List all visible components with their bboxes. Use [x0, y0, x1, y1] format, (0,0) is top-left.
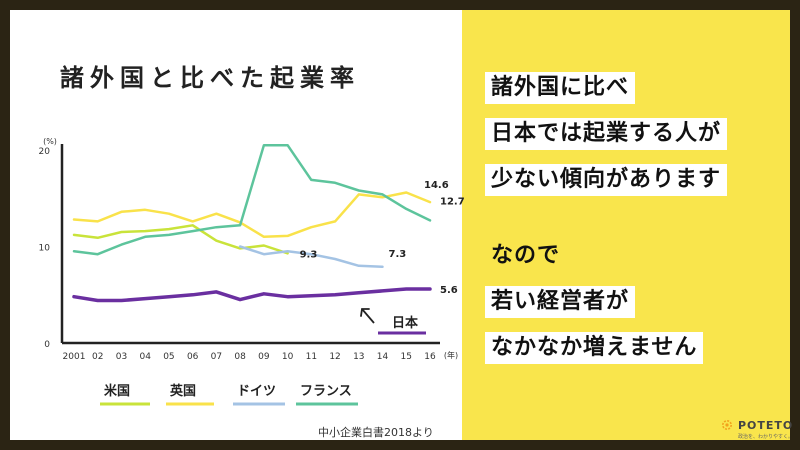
- legend-label: フランス: [300, 384, 352, 399]
- series-line: [72, 191, 432, 239]
- x-tick-label: 13: [353, 352, 364, 362]
- headline-line-5: 若い経営者が: [485, 286, 636, 318]
- brand-tagline: 政治を、わかりやすく。: [738, 434, 794, 440]
- legend-label: 英国: [169, 383, 196, 399]
- brand-logo: POTETO: [720, 418, 793, 432]
- brand-name: POTETO: [738, 418, 794, 432]
- x-tick-label: 10: [282, 352, 294, 362]
- x-tick-label: 14: [377, 352, 389, 362]
- end-value-label: 5.6: [440, 285, 458, 296]
- end-value-label: 9.3: [300, 249, 318, 260]
- x-tick-label: 02: [92, 352, 103, 362]
- y-tick-label: 0: [44, 340, 50, 350]
- x-tick-label: 12: [329, 352, 340, 362]
- x-tick-label: 2001: [63, 352, 86, 362]
- legend-label: 米国: [104, 383, 130, 399]
- y-unit-label: (%): [43, 137, 57, 146]
- headline-line-4: なので: [491, 243, 561, 268]
- headline-line-1: 諸外国に比べ: [485, 72, 636, 104]
- x-tick-label: 06: [187, 352, 199, 362]
- headline-line-2: 日本では起業する人が: [485, 118, 728, 150]
- headline-line-3: 少ない傾向があります: [485, 164, 728, 196]
- series-line: [238, 245, 384, 269]
- x-tick-label: 03: [116, 352, 127, 362]
- source-note: 中小企業白書2018より: [318, 426, 434, 439]
- series-line: [72, 287, 432, 303]
- series-line: [72, 224, 289, 255]
- series-line: [72, 143, 432, 256]
- legend-label: ドイツ: [237, 384, 276, 399]
- x-tick-label: 16: [424, 352, 436, 362]
- x-tick-label: 15: [401, 352, 412, 362]
- end-value-label: 14.6: [424, 180, 449, 191]
- sun-logo-icon: [722, 420, 732, 430]
- annotation-arrowhead: [360, 308, 370, 317]
- headline-line-6: なかなか増えません: [485, 332, 704, 364]
- x-tick-label: 04: [139, 352, 151, 362]
- x-tick-label: 09: [258, 352, 270, 362]
- annotation-arrow: [361, 308, 375, 324]
- x-tick-label: 11: [306, 352, 317, 362]
- x-unit-label: (年): [444, 350, 458, 360]
- chart-title: 諸外国と比べた起業率: [60, 64, 360, 92]
- end-value-label: 7.3: [389, 249, 407, 260]
- y-tick-label: 20: [39, 147, 51, 157]
- annotation-label: 日本: [392, 315, 418, 331]
- end-value-label: 12.7: [440, 196, 465, 207]
- x-tick-label: 05: [163, 352, 174, 362]
- x-tick-label: 08: [234, 352, 246, 362]
- x-tick-label: 07: [211, 352, 222, 362]
- y-tick-label: 10: [39, 244, 51, 254]
